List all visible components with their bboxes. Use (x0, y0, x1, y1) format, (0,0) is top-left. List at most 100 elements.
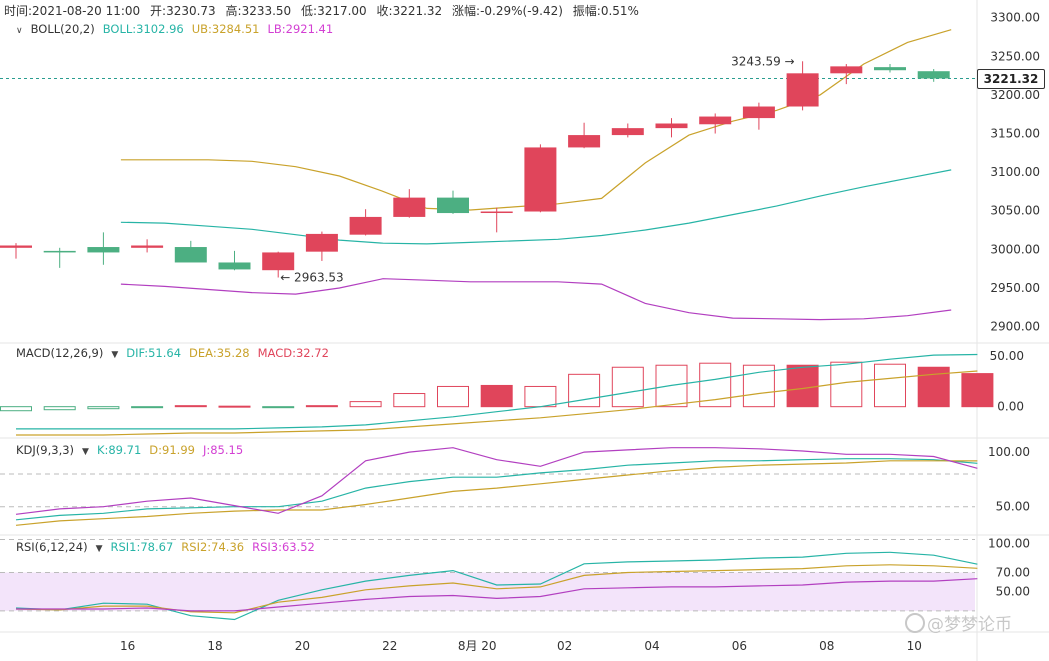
watermark-logo-icon (905, 613, 925, 633)
last-price-tag: 3221.32 (977, 69, 1045, 89)
price-tick-label: 3200.00 (990, 88, 1040, 102)
price-tick-label: 3050.00 (990, 204, 1040, 218)
macd-histogram-bar (131, 406, 164, 409)
macd-histogram-bar (218, 405, 251, 408)
candle-body (524, 147, 557, 212)
boll-lb-value: LB:2921.41 (267, 22, 334, 36)
macd-histogram-bar (874, 363, 906, 408)
watermark-text: @梦梦论币 (927, 615, 1012, 635)
time-tick-label: 10 (907, 639, 922, 653)
rsi-tick-label: 100.00 (988, 537, 1030, 551)
candle-body (87, 247, 120, 253)
macd-histogram-bar (349, 401, 382, 408)
macd-histogram-bar (305, 405, 338, 408)
time-tick-label: 04 (644, 639, 659, 653)
macd-legend: MACD(12,26,9) ▼ DIF:51.64 DEA:35.28 MACD:32.… (16, 346, 337, 360)
macd-histogram-bar (480, 384, 513, 408)
kdj-j-line (15, 447, 978, 515)
macd-histogram-bar (0, 406, 32, 412)
kdj-d-line (15, 460, 978, 526)
high-annotation: 3243.59 → (731, 54, 795, 68)
price-tick-label: 3100.00 (990, 165, 1040, 179)
macd-histogram-bar (262, 406, 295, 409)
high-readout: 高:3233.50 (225, 4, 292, 18)
boll-legend: ∨ BOLL(20,2) BOLL:3102.96 UB:3284.51 LB:2921… (16, 22, 341, 36)
candle-body (393, 197, 426, 217)
change-readout: 涨幅:-0.29%(-9.42) (452, 4, 563, 18)
macd-histogram-bar (393, 393, 426, 408)
candle-body (480, 211, 513, 214)
candle-body (917, 71, 950, 79)
rsi2-value: RSI2:74.36 (181, 540, 245, 554)
candle-body (305, 233, 338, 252)
macd-histogram-bar (43, 406, 76, 411)
low-readout: 低:3217.00 (301, 4, 367, 18)
watermark: @梦梦论币 (905, 610, 1012, 635)
collapse-chevron-icon[interactable]: ∨ (16, 26, 23, 36)
boll-mid-value: BOLL:3102.96 (102, 22, 184, 36)
macd-name[interactable]: MACD(12,26,9) (16, 346, 104, 360)
low-annotation: ← 2963.53 (280, 271, 344, 285)
macd-histogram-bar (524, 385, 557, 408)
time-tick-label: 18 (207, 639, 222, 653)
candle-body (349, 216, 382, 235)
macd-dea-value: DEA:35.28 (189, 346, 250, 360)
open-readout: 开:3230.73 (150, 4, 216, 18)
boll-ub-value: UB:3284.51 (191, 22, 260, 36)
boll-name[interactable]: BOLL(20,2) (30, 22, 95, 36)
price-tick-label: 3250.00 (990, 49, 1040, 63)
rsi-dropdown-icon[interactable]: ▼ (95, 544, 103, 554)
time-tick-label: 22 (382, 639, 397, 653)
candle-body (0, 245, 32, 248)
macd-histogram-bar (742, 364, 775, 408)
macd-histogram-bar (87, 406, 120, 410)
rsi3-line (16, 578, 978, 612)
amplitude-readout: 振幅:0.51% (572, 4, 639, 18)
close-readout: 收:3221.32 (376, 4, 443, 18)
rsi-legend: RSI(6,12,24) ▼ RSI1:78.67 RSI2:74.36 RSI3:63… (16, 540, 323, 554)
kdj-tick-label: 50.00 (996, 500, 1030, 514)
candle-body (655, 123, 688, 129)
candle-body (437, 197, 469, 214)
macd-histogram-bar (961, 373, 994, 408)
kdj-dropdown-icon[interactable]: ▼ (82, 447, 89, 457)
time-tick-label: 20 (295, 639, 310, 653)
rsi-zone (0, 572, 975, 611)
candle-body (262, 252, 295, 271)
price-tick-label: 3300.00 (990, 11, 1040, 25)
boll-mid-line (120, 169, 952, 245)
price-tick-label: 3150.00 (990, 127, 1040, 141)
macd-tick-label: 50.00 (990, 349, 1024, 363)
candle-body (874, 67, 906, 71)
macd-dea-line (16, 370, 978, 436)
macd-histogram-bar (174, 405, 207, 408)
rsi1-line (15, 551, 978, 621)
rsi-tick-label: 70.00 (996, 565, 1030, 579)
kdj-name[interactable]: KDJ(9,3,3) (16, 443, 75, 457)
macd-tick-label: 0.00 (997, 400, 1024, 414)
time-tick-label: 16 (120, 639, 135, 653)
candle-body (611, 128, 644, 136)
macd-hist-value: MACD:32.72 (257, 346, 329, 360)
candle-body (43, 250, 76, 253)
time-readout: 时间:2021-08-20 11:00 (4, 4, 141, 18)
candle-body (830, 66, 863, 74)
candle-body (218, 262, 251, 270)
macd-histogram-bar (786, 364, 819, 408)
kdj-k-value: K:89.71 (96, 443, 142, 457)
macd-histogram-bar (611, 366, 644, 408)
macd-dif-value: DIF:51.64 (126, 346, 182, 360)
rsi-tick-label: 50.00 (996, 585, 1030, 599)
boll-lb-line (120, 278, 952, 321)
time-tick-label: 8月 20 (458, 639, 497, 653)
kdj-d-value: D:91.99 (149, 443, 195, 457)
macd-dif-line (16, 353, 978, 430)
macd-dropdown-icon[interactable]: ▼ (111, 350, 119, 360)
kdj-legend: KDJ(9,3,3) ▼ K:89.71 D:91.99 J:85.15 (16, 443, 251, 457)
candle-body (699, 116, 732, 125)
candle-body (568, 135, 601, 148)
time-tick-label: 06 (732, 639, 747, 653)
rsi-name[interactable]: RSI(6,12,24) (16, 540, 88, 554)
candle-body (174, 247, 207, 263)
